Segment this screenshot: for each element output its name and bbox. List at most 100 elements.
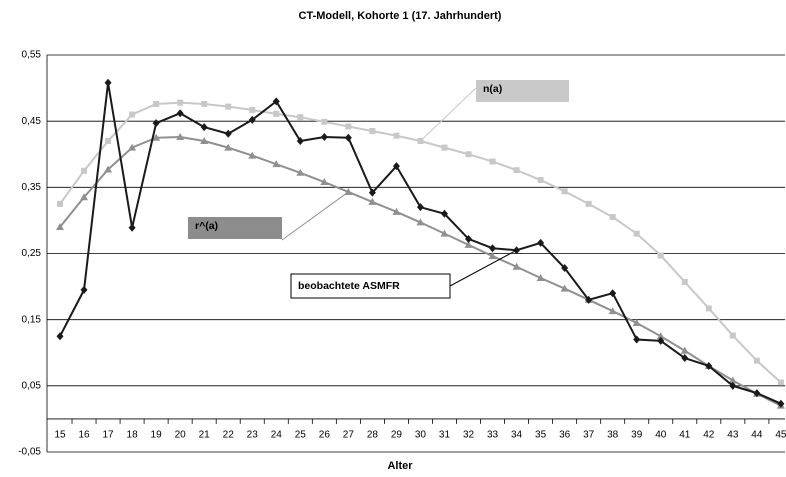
marker [225, 103, 232, 110]
x-tick-label: 44 [751, 430, 763, 441]
marker [537, 238, 545, 247]
marker [81, 167, 88, 174]
x-tick-label: 18 [127, 430, 139, 441]
marker [104, 165, 113, 173]
marker [777, 399, 785, 408]
x-tick-label: 21 [199, 430, 211, 441]
y-tick-label: -0,05 [18, 447, 41, 458]
x-tick-label: 33 [487, 430, 499, 441]
marker [512, 262, 521, 270]
x-tick-label: 40 [655, 430, 667, 441]
y-tick-label: 0,35 [22, 182, 42, 193]
series-label: beobachtete ASMFR [298, 280, 400, 292]
marker [200, 123, 208, 132]
marker [489, 158, 496, 165]
x-tick-label: 38 [607, 430, 619, 441]
marker [200, 137, 209, 145]
marker [729, 381, 737, 390]
marker [489, 244, 497, 253]
series-line [59, 82, 782, 405]
marker [345, 123, 352, 130]
marker [393, 132, 400, 139]
annotation-box [290, 273, 451, 299]
marker [561, 188, 568, 195]
marker [249, 106, 256, 113]
marker [152, 119, 160, 128]
marker [176, 109, 184, 118]
x-tick-label: 39 [631, 430, 643, 441]
marker [416, 203, 424, 212]
marker [56, 332, 64, 341]
marker [344, 133, 352, 142]
x-tick-label: 26 [319, 430, 331, 441]
series-line [59, 101, 782, 384]
y-tick-label: 0,45 [22, 116, 42, 127]
x-tick-label: 19 [151, 430, 163, 441]
marker [609, 214, 616, 221]
marker [128, 143, 137, 151]
marker [248, 151, 257, 159]
marker [441, 144, 448, 151]
y-tick-label: 0,05 [22, 380, 42, 391]
x-tick-label: 15 [54, 430, 66, 441]
leader-line [420, 87, 477, 142]
marker [272, 97, 280, 106]
marker [656, 332, 665, 340]
marker [153, 100, 160, 107]
series-line [59, 136, 782, 407]
marker [536, 273, 545, 281]
annotation-box [188, 217, 282, 239]
marker [104, 78, 112, 87]
marker [681, 278, 688, 285]
marker [585, 200, 592, 207]
marker [537, 177, 544, 184]
marker [680, 346, 689, 354]
marker [657, 336, 665, 345]
marker [488, 252, 497, 260]
marker [296, 168, 305, 176]
marker [608, 307, 617, 315]
marker [224, 143, 233, 151]
marker [320, 178, 329, 186]
x-tick-label: 28 [367, 430, 379, 441]
marker [224, 129, 232, 138]
marker [609, 289, 617, 298]
x-tick-label: 20 [175, 430, 187, 441]
x-tick-label: 23 [247, 430, 259, 441]
marker [729, 332, 736, 339]
series-label: r^(a) [195, 220, 218, 232]
x-tick-label: 43 [727, 430, 739, 441]
marker [272, 160, 281, 168]
marker [80, 285, 88, 294]
x-tick-label: 22 [223, 430, 235, 441]
marker [392, 162, 400, 171]
x-tick-label: 41 [679, 430, 691, 441]
x-tick-label: 37 [583, 430, 595, 441]
marker [513, 167, 520, 174]
marker [105, 138, 112, 145]
marker [440, 209, 448, 218]
marker [416, 218, 425, 226]
x-tick-label: 17 [102, 430, 114, 441]
chart-title: CT-Modell, Kohorte 1 (17. Jahrhundert) [299, 10, 502, 22]
marker [657, 252, 664, 259]
leader-line [281, 191, 349, 241]
x-tick-label: 35 [535, 430, 547, 441]
marker [297, 114, 304, 121]
marker [465, 234, 473, 243]
marker [56, 223, 64, 231]
marker [632, 318, 641, 326]
x-tick-label: 42 [703, 430, 715, 441]
series-label: n(a) [483, 83, 502, 95]
y-tick-label: 0,25 [22, 248, 42, 259]
marker [177, 99, 184, 106]
marker [57, 200, 63, 207]
x-tick-label: 45 [775, 430, 786, 441]
marker [176, 133, 185, 141]
x-tick-label: 36 [559, 430, 571, 441]
marker [585, 295, 593, 304]
x-tick-label: 16 [78, 430, 90, 441]
marker [561, 264, 569, 273]
marker [321, 118, 328, 125]
